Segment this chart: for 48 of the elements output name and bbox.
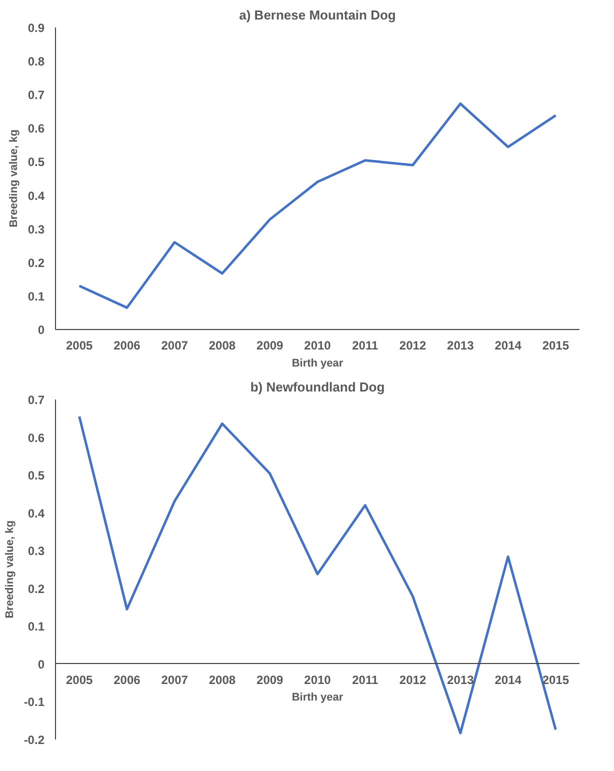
x-tick-label: 2015 (542, 338, 570, 352)
y-tick-label: 0.4 (28, 188, 45, 203)
x-tick-label: 2005 (66, 672, 93, 687)
y-tick-label: 0.3 (28, 222, 45, 236)
y-tick-label: 0.4 (28, 506, 45, 520)
x-tick-label: 2010 (304, 672, 332, 687)
y-tick-label: 0.5 (28, 155, 45, 170)
y-tick-label: 0.9 (28, 21, 45, 35)
y-tick-label: -0.1 (24, 695, 45, 710)
x-tick-label: 2014 (494, 672, 522, 687)
x-tick-label: 2012 (399, 672, 426, 687)
y-tick-label: 0.1 (28, 620, 45, 634)
x-tick-label: 2011 (352, 338, 378, 352)
x-tick-label: 2006 (114, 672, 141, 687)
y-tick-label: 0.7 (28, 88, 45, 102)
chart-title: a) Bernese Mountain Dog (239, 8, 396, 22)
y-tick-label: 0.2 (28, 256, 45, 270)
x-tick-label: 2005 (66, 338, 93, 352)
x-tick-label: 2009 (256, 338, 284, 352)
x-axis-title: Birth year (292, 692, 344, 704)
x-tick-label: 2012 (399, 338, 426, 352)
y-tick-label: 0.8 (28, 54, 45, 69)
x-tick-label: 2011 (352, 672, 378, 687)
line-series (78, 102, 557, 309)
y-tick-label: 0.7 (28, 393, 45, 407)
x-tick-label: 2007 (161, 338, 188, 352)
y-tick-label: 0.2 (28, 582, 45, 596)
chart-title: b) Newfoundland Dog (250, 380, 385, 394)
y-axis-title: Breeding value, kg (4, 520, 16, 618)
y-tick-label: 0.6 (28, 122, 45, 136)
x-tick-label: 2013 (447, 338, 474, 352)
x-tick-label: 2007 (161, 672, 188, 687)
y-tick-label: 0.1 (28, 289, 45, 304)
y-axis-title: Breeding value, kg (8, 130, 20, 228)
x-tick-label: 2009 (256, 672, 284, 687)
y-tick-label: 0 (38, 323, 45, 337)
x-axis-title: Birth year (292, 358, 344, 370)
y-tick-label: 0.5 (28, 468, 45, 483)
x-tick-label: 2008 (208, 338, 236, 352)
y-tick-label: -0.2 (24, 733, 45, 747)
y-tick-label: 0.3 (28, 544, 45, 558)
x-tick-label: 2008 (208, 672, 236, 687)
x-tick-label: 2006 (114, 338, 141, 352)
y-tick-label: 0.6 (28, 430, 45, 445)
y-tick-label: 0 (38, 657, 45, 672)
x-tick-label: 2010 (304, 338, 332, 352)
x-tick-label: 2013 (447, 672, 474, 687)
x-tick-label: 2014 (494, 338, 522, 352)
